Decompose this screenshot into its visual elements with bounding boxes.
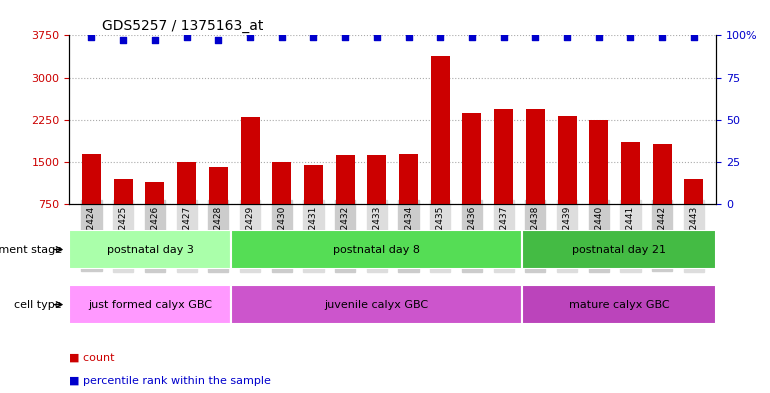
Bar <box>589 120 608 247</box>
Bar <box>494 108 513 247</box>
Bar <box>685 179 704 247</box>
Point <box>656 34 668 40</box>
Bar <box>336 155 355 247</box>
Point <box>244 34 256 40</box>
Bar <box>522 285 716 324</box>
Point <box>497 34 510 40</box>
Point <box>624 34 637 40</box>
Bar <box>399 154 418 247</box>
Bar <box>209 167 228 247</box>
Bar <box>273 162 291 247</box>
Bar <box>653 144 671 247</box>
Point <box>403 34 415 40</box>
Bar <box>463 113 481 247</box>
Bar <box>430 56 450 247</box>
Text: just formed calyx GBC: just formed calyx GBC <box>88 299 213 310</box>
Text: postnatal day 8: postnatal day 8 <box>333 244 420 255</box>
Text: cell type: cell type <box>15 299 65 310</box>
Bar <box>231 230 522 269</box>
Point <box>276 34 288 40</box>
Bar <box>69 285 231 324</box>
Point <box>434 34 447 40</box>
Bar <box>367 155 387 247</box>
Point <box>466 34 478 40</box>
Bar <box>82 154 101 247</box>
Point <box>688 34 700 40</box>
Point <box>561 34 573 40</box>
Point <box>529 34 541 40</box>
Bar <box>621 142 640 247</box>
Point <box>117 37 129 44</box>
Bar <box>526 108 545 247</box>
Bar <box>557 116 577 247</box>
Text: mature calyx GBC: mature calyx GBC <box>569 299 669 310</box>
Text: ■ count: ■ count <box>69 353 115 363</box>
Bar <box>240 117 259 247</box>
Text: postnatal day 21: postnatal day 21 <box>572 244 666 255</box>
Point <box>339 34 351 40</box>
Bar <box>304 165 323 247</box>
Bar <box>69 230 231 269</box>
Bar <box>114 179 132 247</box>
Bar <box>177 162 196 247</box>
Text: ■ percentile rank within the sample: ■ percentile rank within the sample <box>69 376 271 386</box>
Text: postnatal day 3: postnatal day 3 <box>107 244 193 255</box>
Bar <box>146 182 165 247</box>
Point <box>593 34 605 40</box>
Point <box>85 34 98 40</box>
Text: development stage: development stage <box>0 244 65 255</box>
Point <box>213 37 225 44</box>
Text: juvenile calyx GBC: juvenile calyx GBC <box>324 299 429 310</box>
Bar <box>522 230 716 269</box>
Bar <box>231 285 522 324</box>
Text: GDS5257 / 1375163_at: GDS5257 / 1375163_at <box>102 19 263 33</box>
Point <box>307 34 320 40</box>
Point <box>149 37 161 44</box>
Point <box>180 34 192 40</box>
Point <box>370 34 383 40</box>
